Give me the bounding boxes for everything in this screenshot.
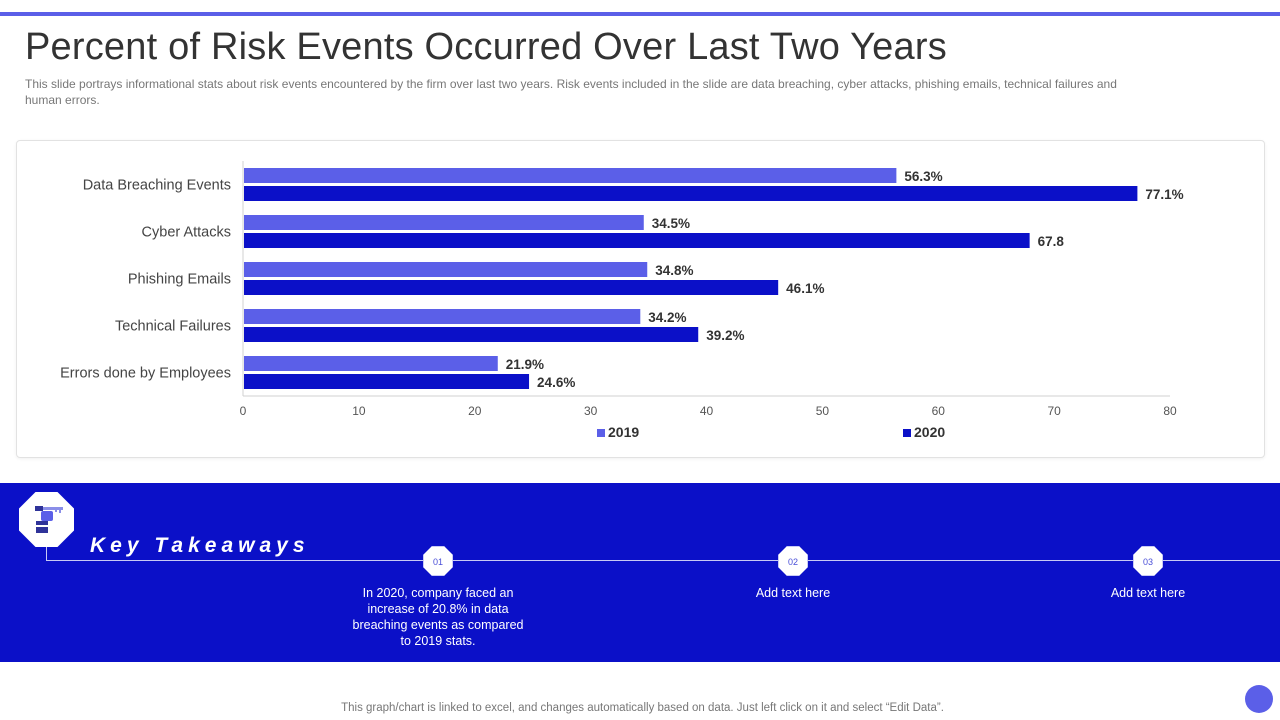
data-label: 67.8: [1038, 234, 1065, 249]
x-tick-label: 60: [932, 404, 946, 418]
bar-2020[interactable]: [244, 327, 699, 342]
data-label: 24.6%: [537, 375, 575, 390]
takeaway-node-1: 01: [423, 546, 453, 576]
bar-chart[interactable]: Data Breaching Events 56.3% 77.1% Cyber Att…: [17, 141, 1266, 459]
category-label: Data Breaching Events: [83, 178, 231, 194]
bar-2019[interactable]: [244, 262, 648, 277]
corner-dot: [1245, 685, 1273, 713]
category-label: Errors done by Employees: [60, 366, 231, 382]
bar-2020[interactable]: [244, 186, 1138, 201]
takeaway-text-3[interactable]: Add text here: [1110, 586, 1186, 600]
legend-swatch-2019: [597, 429, 605, 437]
takeaway-text-2[interactable]: Add text here: [755, 586, 831, 600]
category-label: Cyber Attacks: [142, 225, 231, 241]
top-accent-rule: [0, 12, 1280, 16]
category-label: Technical Failures: [115, 319, 231, 335]
bar-2019[interactable]: [244, 309, 641, 324]
bar-2020[interactable]: [244, 374, 530, 389]
timeline-stem: [46, 547, 47, 560]
legend-swatch-2020: [903, 429, 911, 437]
timeline-line: [46, 560, 1280, 561]
data-label: 34.8%: [655, 263, 693, 278]
slide-subtitle: This slide portrays informational stats …: [25, 77, 1117, 107]
bar-2020[interactable]: [244, 280, 779, 295]
x-tick-label: 10: [352, 404, 366, 418]
legend-label-2020: 2020: [914, 424, 945, 440]
x-tick-label: 30: [584, 404, 598, 418]
data-label: 56.3%: [904, 169, 942, 184]
legend-label-2019: 2019: [608, 424, 639, 440]
data-label: 21.9%: [506, 357, 544, 372]
takeaway-text-1[interactable]: In 2020, company faced an increase of 20…: [352, 586, 524, 648]
x-tick-label: 0: [240, 404, 247, 418]
key-takeaways-band: [0, 483, 1280, 662]
x-tick-label: 70: [1047, 404, 1061, 418]
x-tick-label: 40: [700, 404, 714, 418]
category-label: Phishing Emails: [128, 272, 231, 288]
bar-2019[interactable]: [244, 356, 498, 371]
footer-note: This graph/chart is linked to excel, and…: [341, 702, 944, 714]
hand-with-key-icon: [35, 506, 63, 533]
data-label: 34.2%: [648, 310, 686, 325]
data-label: 34.5%: [652, 216, 690, 231]
slide-title: Percent of Risk Events Occurred Over Las…: [25, 26, 947, 68]
bar-2019[interactable]: [244, 215, 644, 230]
key-takeaways-title: Key Takeaways: [90, 534, 310, 557]
takeaway-node-3: 03: [1133, 546, 1163, 576]
data-label: 46.1%: [786, 281, 824, 296]
data-label: 39.2%: [706, 328, 744, 343]
x-tick-label: 20: [468, 404, 482, 418]
x-tick-label: 50: [816, 404, 830, 418]
bar-2020[interactable]: [244, 233, 1030, 248]
takeaway-node-2: 02: [778, 546, 808, 576]
chart-card[interactable]: Data Breaching Events 56.3% 77.1% Cyber Att…: [16, 140, 1265, 458]
x-tick-label: 80: [1163, 404, 1177, 418]
bar-2019[interactable]: [244, 168, 897, 183]
data-label: 77.1%: [1145, 187, 1183, 202]
takeaways-icon-badge: [19, 492, 74, 547]
